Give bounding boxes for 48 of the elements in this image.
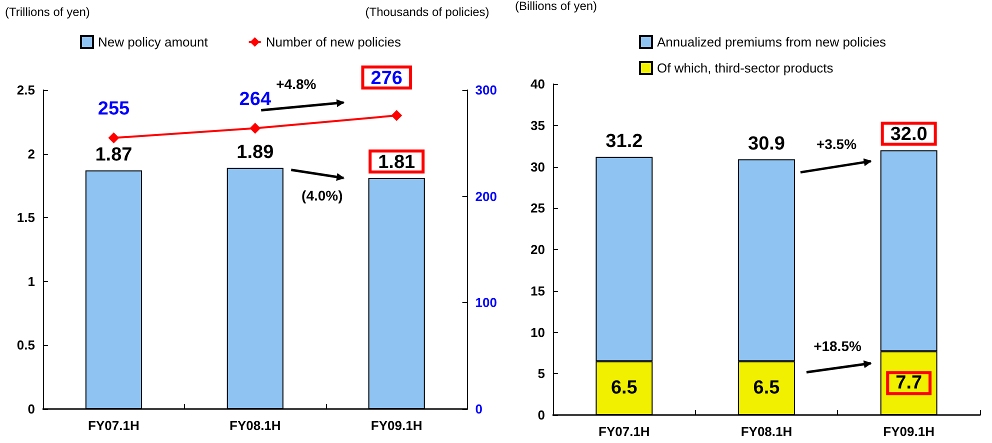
y-tick-label: 10 bbox=[530, 324, 545, 340]
annotation: +18.5% bbox=[814, 338, 862, 354]
x-tick-label: FY08.1H bbox=[740, 424, 792, 439]
y-tick-label: 20 bbox=[530, 242, 545, 257]
legend-label: Number of new policies bbox=[266, 34, 402, 50]
y-tick-label: 30 bbox=[530, 159, 545, 174]
legend-label: New policy amount bbox=[98, 34, 208, 50]
y-tick-label: 0 bbox=[538, 408, 545, 422]
total-label: 30.9 bbox=[748, 133, 785, 154]
y-tick-label: 0.5 bbox=[16, 338, 35, 353]
y-tick-label: 1 bbox=[28, 274, 35, 289]
data-label: 1.81 bbox=[378, 152, 416, 174]
y2-tick-label: 0 bbox=[475, 402, 483, 416]
y2-tick-label: 300 bbox=[475, 82, 498, 98]
legend-label: Of which, third-sector products bbox=[657, 60, 834, 76]
y2-tick-label: 100 bbox=[475, 295, 498, 310]
legend-label: Annualized premiums from new policies bbox=[657, 34, 887, 50]
y-tick-label: 25 bbox=[530, 200, 545, 216]
y-tick-label: 1.5 bbox=[16, 210, 35, 226]
data-label: 1.87 bbox=[95, 144, 132, 166]
x-tick-label: FY09.1H bbox=[370, 418, 422, 433]
annotation: +3.5% bbox=[816, 136, 858, 152]
y-tick-label: 15 bbox=[530, 283, 545, 298]
annotation: (4.0%) bbox=[302, 188, 343, 204]
x-tick-label: FY09.1H bbox=[883, 424, 934, 439]
y-tick-label: 5 bbox=[538, 366, 545, 382]
y-axis-title: (Billions of yen) bbox=[515, 0, 598, 13]
y2-tick-label: 200 bbox=[475, 188, 498, 204]
x-tick-label: FY07.1H bbox=[88, 418, 140, 433]
total-label: 32.0 bbox=[890, 124, 928, 146]
y-axis-title: (Trillions of yen) bbox=[5, 5, 90, 19]
total-label: 31.2 bbox=[606, 130, 643, 152]
data-label: 264 bbox=[239, 88, 272, 110]
y-tick-label: 40 bbox=[530, 76, 545, 92]
annotation: +4.8% bbox=[276, 76, 317, 92]
data-label: 255 bbox=[98, 98, 130, 120]
data-label: 276 bbox=[370, 68, 402, 90]
y-tick-label: 35 bbox=[530, 118, 545, 133]
y2-axis-title: (Thousands of policies) bbox=[365, 5, 490, 19]
data-label: 7.7 bbox=[896, 372, 922, 394]
y-tick-label: 2.5 bbox=[16, 82, 35, 98]
y-tick-label: 2 bbox=[28, 146, 35, 162]
data-label: 6.5 bbox=[610, 378, 638, 399]
x-tick-label: FY07.1H bbox=[598, 424, 650, 439]
y-tick-label: 0 bbox=[28, 402, 35, 416]
data-label: 6.5 bbox=[753, 378, 780, 399]
data-label: 1.89 bbox=[236, 142, 274, 163]
x-tick-label: FY08.1H bbox=[230, 418, 281, 433]
